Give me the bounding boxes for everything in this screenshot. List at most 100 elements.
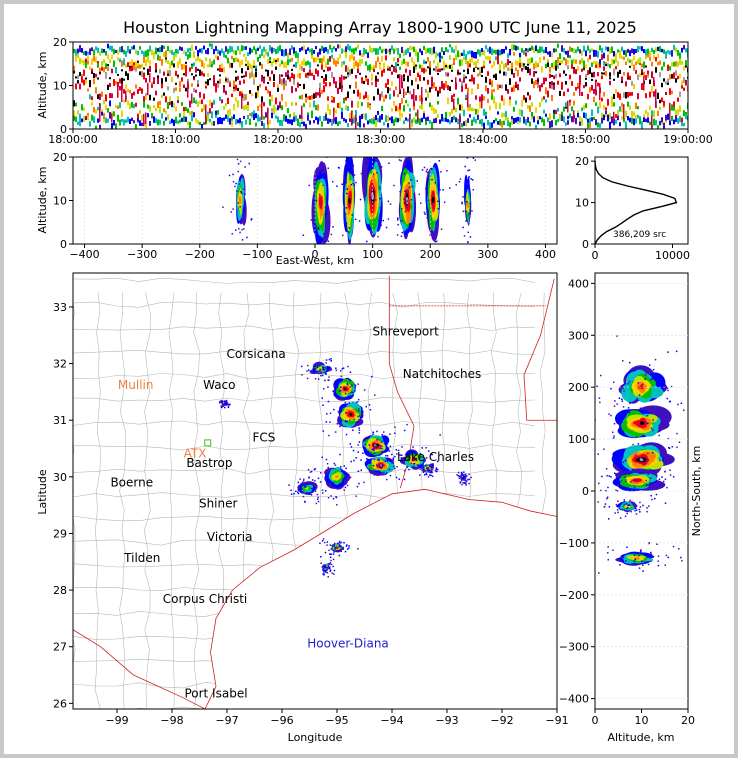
time-altitude-source-point [427,79,429,85]
ew-source-point [316,173,318,175]
ew-source-point [321,169,324,172]
plan-xtick-label: −95 [325,714,348,727]
time-altitude-source-point [135,61,137,68]
time-altitude-source-point [117,49,119,55]
time-altitude-source-point [199,122,201,126]
time-altitude-source-point [493,49,495,54]
ew-source-point [231,233,233,235]
time-altitude-source-point [257,47,259,51]
time-altitude-source-point [527,58,529,64]
time-altitude-source-point [263,116,265,120]
time-altitude-source-point [249,47,251,55]
place-label: Boerne [110,476,153,490]
time-altitude-source-point [649,56,651,61]
time-altitude-source-point [235,76,237,82]
time-altitude-source-point [609,121,611,129]
time-altitude-source-point [211,111,213,119]
time-altitude-source-point [571,63,573,69]
time-altitude-flash-column [481,95,483,109]
time-altitude-source-point [173,55,175,61]
ew-source-point [427,199,430,201]
time-altitude-source-point [595,50,597,57]
time-altitude-source-point [635,118,637,124]
plan-source-point [457,475,460,477]
time-altitude-source-point [297,82,299,88]
ew-source-point [434,182,436,184]
time-altitude-source-point [239,91,241,97]
time-altitude-source-point [347,106,349,111]
plan-source-point [309,471,312,473]
time-altitude-source-point [275,48,277,54]
time-altitude-source-point [569,113,571,118]
time-altitude-source-point [131,117,133,122]
plan-source-point [339,545,341,547]
time-altitude-source-point [653,55,655,60]
time-altitude-source-point [367,78,369,85]
plan-source-point [312,365,315,368]
time-altitude-xtick-label: 18:50:00 [561,133,610,146]
time-altitude-source-point [195,100,197,104]
time-altitude-source-point [573,58,575,64]
time-altitude-source-point [471,50,473,58]
time-altitude-source-point [553,113,555,120]
plan-source-point [432,475,434,477]
time-altitude-source-point [257,90,259,98]
plan-source-point [349,371,352,373]
plan-source-point [339,453,341,456]
plan-source-point [378,458,380,461]
time-altitude-flash-column [149,73,151,83]
time-altitude-source-point [579,116,581,121]
time-altitude-dense-point [685,65,687,68]
ew-source-point [462,226,464,229]
time-altitude-source-point [105,63,107,69]
time-altitude-source-point [595,61,597,65]
plan-source-point [342,546,345,549]
time-altitude-source-point [477,59,479,63]
time-altitude-source-point [603,66,605,71]
plan-source-point [354,384,356,386]
time-altitude-source-point [525,119,527,126]
plan-source-point [361,416,363,419]
plan-source-point [329,562,332,564]
time-altitude-source-point [471,107,473,112]
time-altitude-source-point [325,114,327,121]
time-altitude-flash-column [669,102,671,121]
time-altitude-source-point [93,78,95,85]
time-altitude-source-point [75,102,77,107]
time-altitude-dense-point [109,77,111,80]
time-altitude-source-point [565,51,567,55]
time-altitude-source-point [453,115,455,120]
time-altitude-source-point [241,90,243,94]
time-altitude-flash-column [241,92,243,109]
plan-source-point [346,544,348,546]
ew-source-point [235,229,237,231]
time-altitude-source-point [187,54,189,60]
time-altitude-source-point [277,46,279,54]
plan-source-point [406,423,408,426]
time-altitude-source-point [249,90,251,94]
time-altitude-source-point [609,72,611,77]
plan-source-point [395,476,398,479]
time-altitude-source-point [513,106,515,112]
plan-source-point [435,467,438,469]
plan-source-point [430,453,432,456]
plan-source-point [322,573,324,575]
plan-source-point [358,429,361,431]
time-altitude-source-point [559,53,561,60]
time-altitude-source-point [235,84,237,91]
time-altitude-source-point [163,120,165,126]
time-altitude-source-point [585,82,587,87]
time-altitude-source-point [181,117,183,122]
plan-source-point [430,470,432,473]
time-altitude-source-point [673,61,675,67]
time-altitude-source-point [615,114,617,118]
time-altitude-source-point [167,60,169,64]
time-altitude-source-point [541,97,543,102]
plan-source-point [329,544,332,546]
time-altitude-source-point [179,113,181,118]
plan-xtick-label: −91 [545,714,568,727]
time-altitude-source-point [655,57,657,62]
time-altitude-source-point [313,93,315,99]
time-altitude-source-point [671,104,673,111]
time-altitude-source-point [661,66,663,71]
